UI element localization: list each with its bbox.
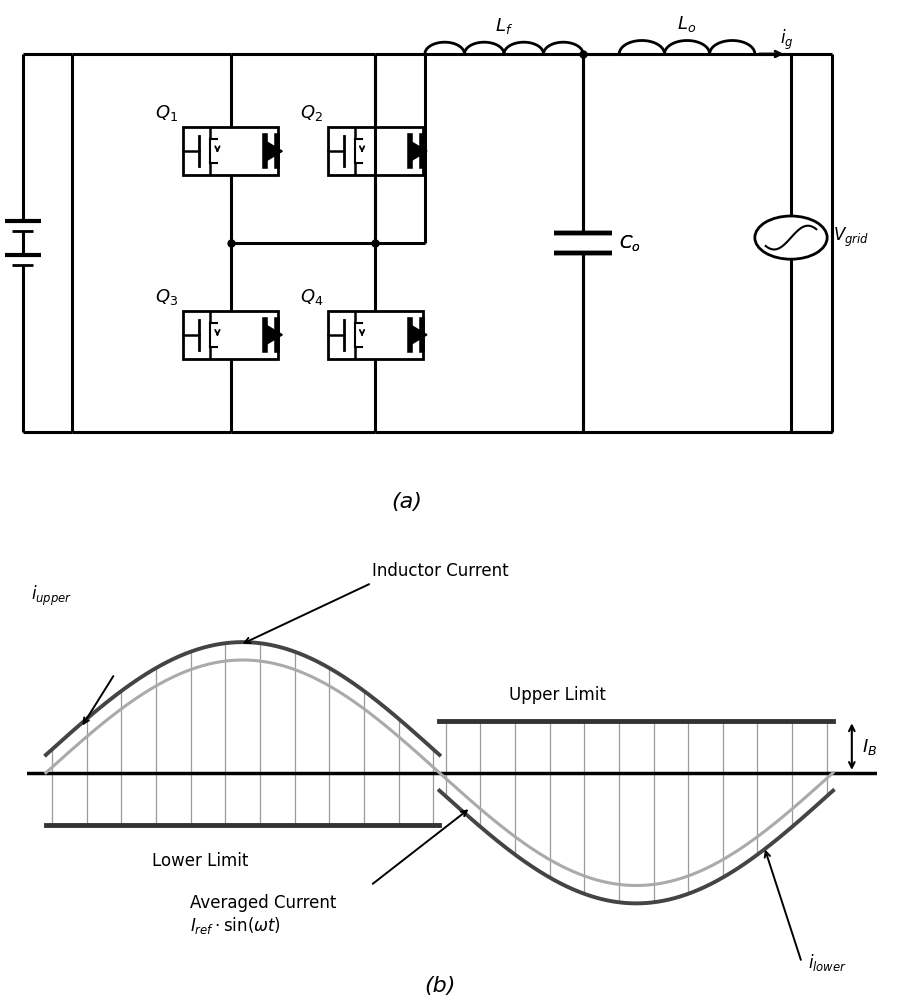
Text: (b): (b): [424, 976, 454, 996]
Polygon shape: [409, 141, 426, 161]
Text: $L_o$: $L_o$: [676, 14, 696, 34]
Bar: [328, 311, 423, 359]
Polygon shape: [265, 325, 282, 345]
Text: $Q_3$: $Q_3$: [155, 287, 179, 307]
Text: $Q_2$: $Q_2$: [300, 103, 323, 123]
Text: $i_{upper}$: $i_{upper}$: [31, 584, 72, 608]
Text: $Q_4$: $Q_4$: [300, 287, 323, 307]
Text: $Q_1$: $Q_1$: [155, 103, 179, 123]
Bar: [182, 311, 278, 359]
Text: $I_B$: $I_B$: [861, 737, 876, 757]
Bar: [182, 127, 278, 175]
Text: $L_f$: $L_f$: [495, 16, 512, 36]
Text: Lower Limit: Lower Limit: [153, 852, 248, 870]
Text: $C_o$: $C_o$: [619, 233, 640, 253]
Text: $V_{grid}$: $V_{grid}$: [832, 226, 868, 249]
Bar: [328, 127, 423, 175]
Text: Inductor Current: Inductor Current: [371, 562, 507, 580]
Text: $i_g$: $i_g$: [779, 28, 793, 52]
Polygon shape: [409, 325, 426, 345]
Text: Upper Limit: Upper Limit: [509, 686, 606, 704]
Text: (a): (a): [391, 492, 422, 512]
Text: $i_{lower}$: $i_{lower}$: [807, 952, 846, 973]
Text: Averaged Current
$I_{ref} \cdot \sin(\omega t)$: Averaged Current $I_{ref} \cdot \sin(\om…: [190, 894, 336, 936]
Polygon shape: [265, 141, 282, 161]
Text: $C_o$: $C_o$: [619, 233, 640, 253]
